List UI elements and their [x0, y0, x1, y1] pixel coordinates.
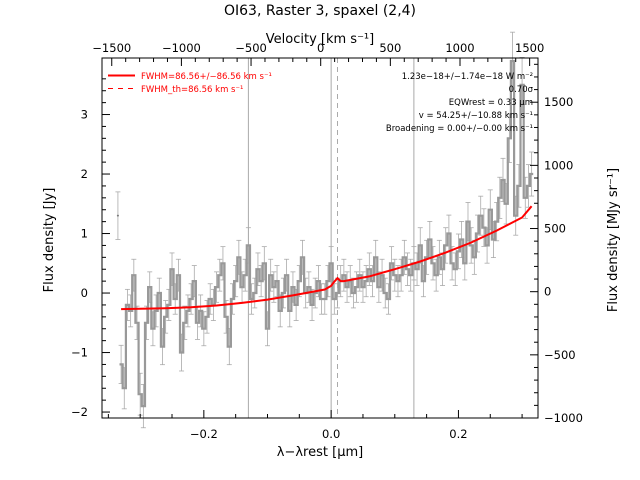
top-tick-label-2: −500	[235, 41, 267, 55]
right-tick-label-0: −1000	[544, 411, 583, 425]
legend-entry-fwhm-th: FWHM_th=86.56 km s⁻¹	[141, 85, 243, 95]
plot-frame	[101, 57, 539, 419]
annotation-velocity: v = 54.25+/−10.88 km s⁻¹	[419, 111, 533, 121]
chart-title: OI63, Raster 3, spaxel (2,4)	[224, 3, 416, 19]
y-tick-label-4: 2	[81, 167, 88, 181]
x-tick-label-1: 0.0	[322, 427, 340, 441]
fit-curve	[121, 205, 533, 311]
outlier-point	[116, 214, 119, 217]
axis-ticks: −0.2 0.0 0.2−1500 −1000 −500 0 500 1000 1500−2−1…	[71, 41, 583, 441]
annotation-eqw: EQWrest = 0.33 μm	[449, 98, 533, 108]
right-tick-label-3: 500	[544, 222, 566, 236]
data-histogram-line	[119, 59, 534, 408]
reference-lines	[247, 58, 415, 418]
y-tick-label-3: 1	[81, 227, 88, 241]
x-tick-label-0: −0.2	[190, 427, 218, 441]
top-tick-label-5: 1000	[445, 41, 474, 55]
wavelength-axis-label: λ−λrest [μm]	[277, 445, 363, 460]
fit-curve-line	[121, 205, 533, 311]
top-tick-label-1: −1000	[162, 41, 201, 55]
right-tick-label-5: 1500	[544, 95, 573, 109]
x-tick-label-2: 0.2	[449, 427, 467, 441]
right-tick-label-4: 1000	[544, 158, 573, 172]
top-tick-label-0: −1500	[92, 41, 131, 55]
annotation-flux: 1.23e−18+/−1.74e−18 W m⁻²	[402, 72, 533, 82]
flux-density-mjy-axis-label: Flux density [MJy sr⁻¹]	[606, 168, 621, 312]
axes-frame	[101, 57, 539, 419]
data-histogram	[116, 59, 534, 408]
velocity-axis-label: Velocity [km s⁻¹]	[266, 32, 374, 47]
annotation-broadening: Broadening = 0.00+/−0.00 km s⁻¹	[386, 124, 533, 134]
flux-density-jy-axis-label: Flux density [Jy]	[42, 188, 57, 293]
top-tick-label-4: 500	[379, 41, 401, 55]
y-tick-label-5: 3	[81, 108, 88, 122]
legend: FWHM=86.56+/−86.56 km s⁻¹ FWHM_th=86.56 …	[108, 72, 272, 95]
fit-annotations: 1.23e−18+/−1.74e−18 W m⁻² 0.70σ EQWrest …	[386, 72, 534, 134]
right-tick-label-2: 0	[544, 285, 551, 299]
y-tick-label-0: −2	[71, 405, 88, 419]
annotation-sigma: 0.70σ	[509, 85, 534, 95]
top-tick-label-3: 0	[317, 41, 324, 55]
legend-entry-fwhm: FWHM=86.56+/−86.56 km s⁻¹	[141, 72, 272, 82]
y-tick-label-1: −1	[71, 346, 88, 360]
y-tick-label-2: 0	[81, 286, 88, 300]
top-tick-label-6: 1500	[515, 41, 544, 55]
right-tick-label-1: −500	[544, 348, 576, 362]
